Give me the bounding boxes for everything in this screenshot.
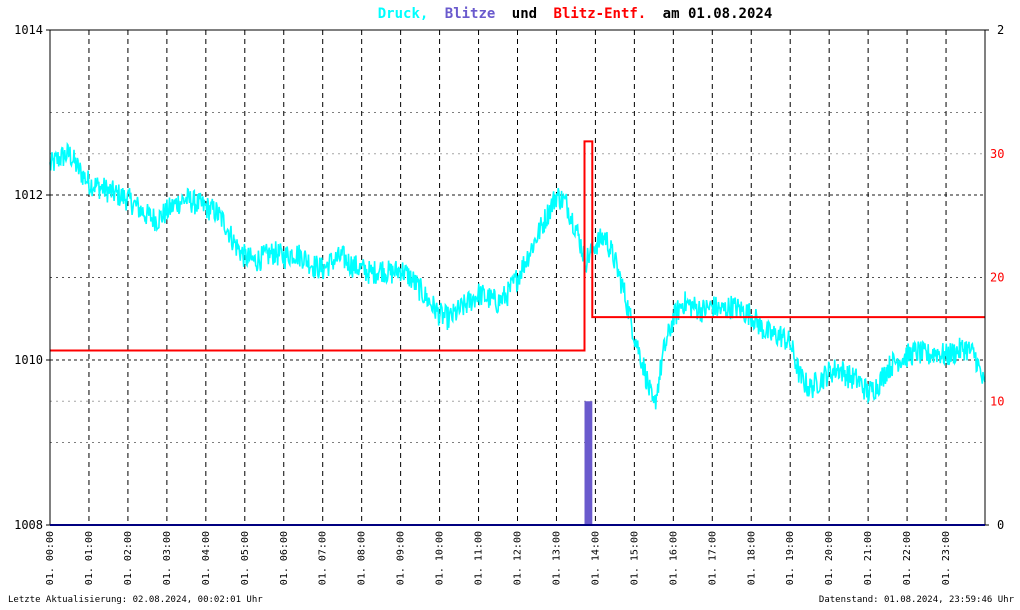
title-date: am 01.08.2024 [663,6,773,22]
chart-title: Druck, Blitze und Blitz-Entf. am 01.08.2… [378,6,773,22]
x-tick-label: 01. 07:00 [318,531,329,585]
strike-bar [584,401,593,525]
distance-line [50,140,985,352]
title-und: und [512,6,537,22]
y-right-outer-tick-label: 0 [997,518,1004,532]
x-tick-label: 01. 17:00 [707,531,718,585]
x-tick-label: 01. 05:00 [240,531,251,585]
x-tick-label: 01. 14:00 [590,531,601,585]
y-left-tick-label: 1008 [14,518,43,532]
pressure-line [49,141,986,410]
y-right-inner-tick-label: 10 [990,394,1004,408]
x-tick-label: 01. 21:00 [863,531,874,585]
x-tick-label: 01. 22:00 [902,531,913,585]
x-tick-label: 01. 00:00 [45,531,56,585]
x-tick-label: 01. 02:00 [123,531,134,585]
title-blitze: Blitze [445,6,496,22]
x-tick-label: 01. 08:00 [357,531,368,585]
x-tick-label: 01. 01:00 [84,531,95,585]
footer-last-update: Letzte Aktualisierung: 02.08.2024, 00:02… [8,595,263,605]
x-tick-label: 01. 16:00 [668,531,679,585]
y-right-outer-tick-label: 2 [997,23,1004,37]
series-blitze [584,401,593,525]
y-right-inner-tick-label: 30 [990,147,1004,161]
x-tick-label: 01. 12:00 [513,531,524,585]
x-tick-label: 01. 10:00 [435,531,446,585]
series-blitz-entf [50,140,985,352]
tick-labels: 01. 00:00 01. 01:00 01. 02:00 01. 03:00 01. … [14,23,1004,585]
y-right-inner-tick-label: 20 [990,271,1004,285]
x-tick-label: 01. 11:00 [474,531,485,585]
x-tick-label: 01. 19:00 [785,531,796,585]
series-druck [49,141,986,410]
x-tick-label: 01. 18:00 [746,531,757,585]
title-blitz-entf: Blitz-Entf. [554,6,647,22]
x-tick-label: 01. 23:00 [941,531,952,585]
y-left-tick-label: 1014 [14,23,43,37]
x-tick-label: 01. 15:00 [629,531,640,585]
footer-data-status: Datenstand: 01.08.2024, 23:59:46 Uhr [819,595,1015,605]
axes [46,29,989,526]
x-tick-label: 01. 20:00 [824,531,835,585]
x-tick-label: 01. 13:00 [551,531,562,585]
x-tick-label: 01. 04:00 [201,531,212,585]
y-left-tick-label: 1010 [14,353,43,367]
title-druck: Druck, [378,6,429,22]
y-left-tick-label: 1012 [14,188,43,202]
x-tick-label: 01. 09:00 [396,531,407,585]
x-tick-label: 01. 06:00 [279,531,290,585]
x-tick-label: 01. 03:00 [162,531,173,585]
